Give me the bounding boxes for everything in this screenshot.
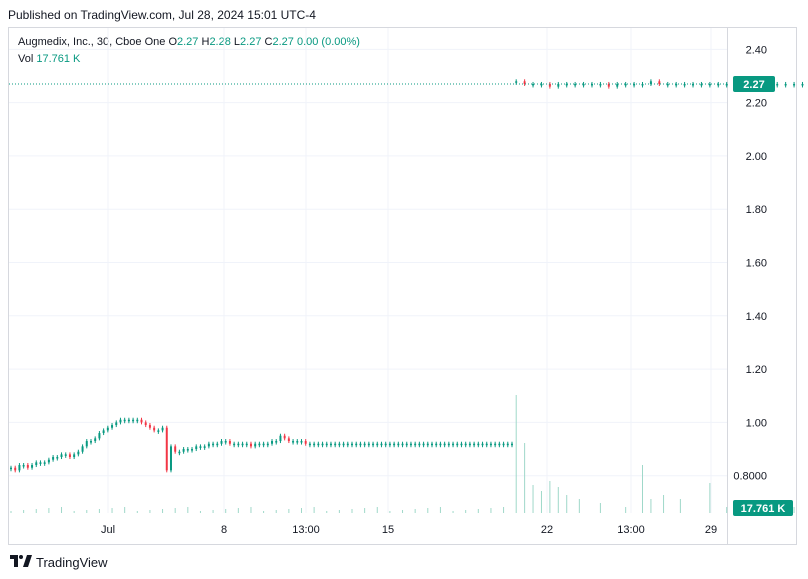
footer: TradingView	[10, 553, 108, 572]
change-value: 0.00 (0.00%)	[296, 36, 360, 48]
volume-value: 17.761 K	[36, 53, 81, 65]
close-label: C	[264, 36, 273, 48]
high-value: 2.28	[209, 36, 231, 48]
tradingview-logo-icon[interactable]	[10, 553, 32, 572]
open-label: O	[168, 36, 177, 48]
published-caption: Published on TradingView.com, Jul 28, 20…	[8, 8, 316, 22]
close-value: 2.27	[272, 36, 294, 48]
low-label: L	[233, 36, 241, 48]
volume-label: Vol	[18, 53, 34, 65]
open-value: 2.27	[177, 36, 199, 48]
chart-frame	[8, 27, 797, 545]
price-axis-separator	[727, 27, 728, 545]
candle-body	[801, 83, 804, 86]
symbol-name: Augmedix, Inc., 30, Cboe One	[18, 36, 166, 48]
low-value: 2.27	[240, 36, 262, 48]
ohlc-legend: Augmedix, Inc., 30, Cboe One O2.27 H2.28…	[18, 36, 360, 48]
footer-brand[interactable]: TradingView	[36, 555, 108, 570]
high-label: H	[201, 36, 210, 48]
volume-legend: Vol 17.761 K	[18, 53, 80, 65]
